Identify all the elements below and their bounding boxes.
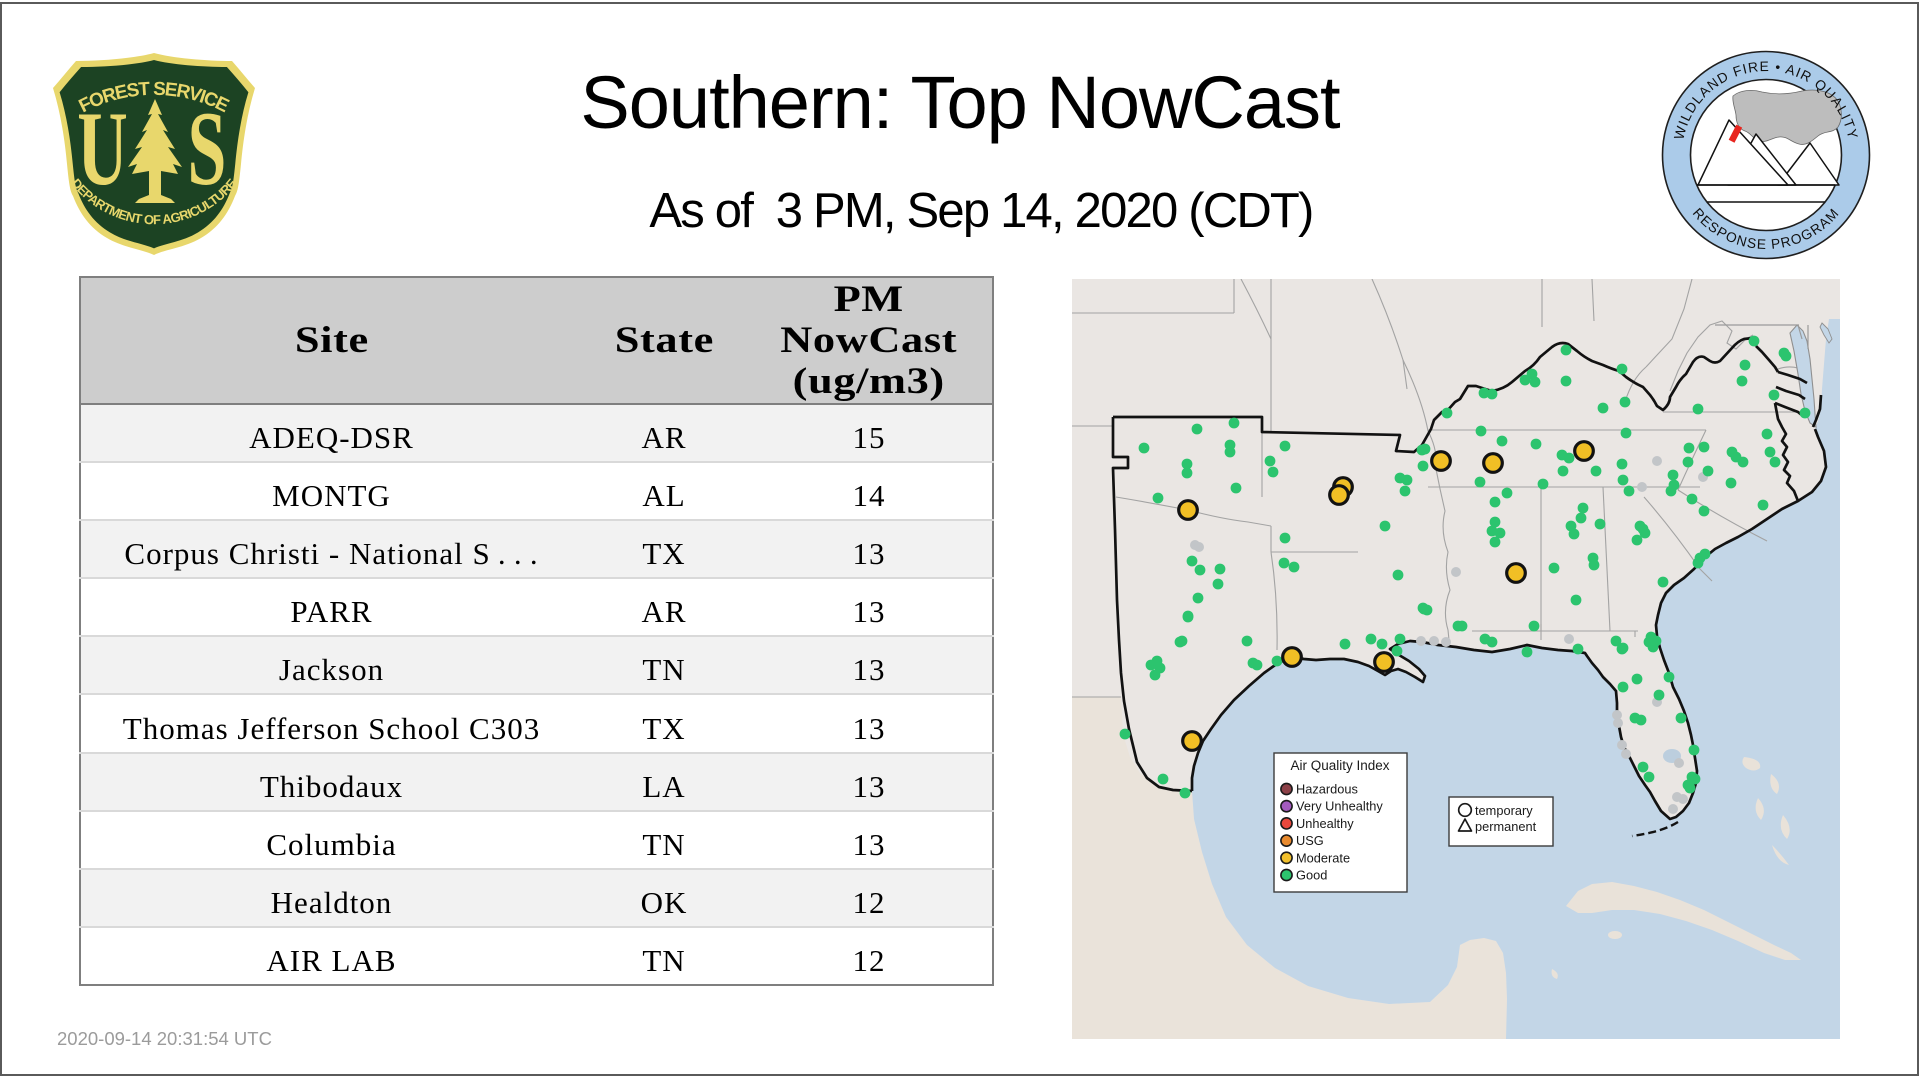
svg-text:U: U: [77, 91, 128, 208]
svg-text:Hazardous: Hazardous: [1296, 782, 1358, 797]
svg-text:S: S: [188, 91, 227, 208]
svg-text:Good: Good: [1296, 868, 1327, 883]
svg-text:Air Quality Index: Air Quality Index: [1290, 758, 1389, 773]
svg-text:temporary: temporary: [1475, 803, 1533, 818]
svg-text:USG: USG: [1296, 833, 1324, 848]
svg-text:Moderate: Moderate: [1296, 850, 1350, 865]
svg-text:permanent: permanent: [1475, 819, 1537, 834]
svg-text:Very Unhealthy: Very Unhealthy: [1296, 799, 1383, 814]
svg-text:Unhealthy: Unhealthy: [1296, 816, 1354, 831]
